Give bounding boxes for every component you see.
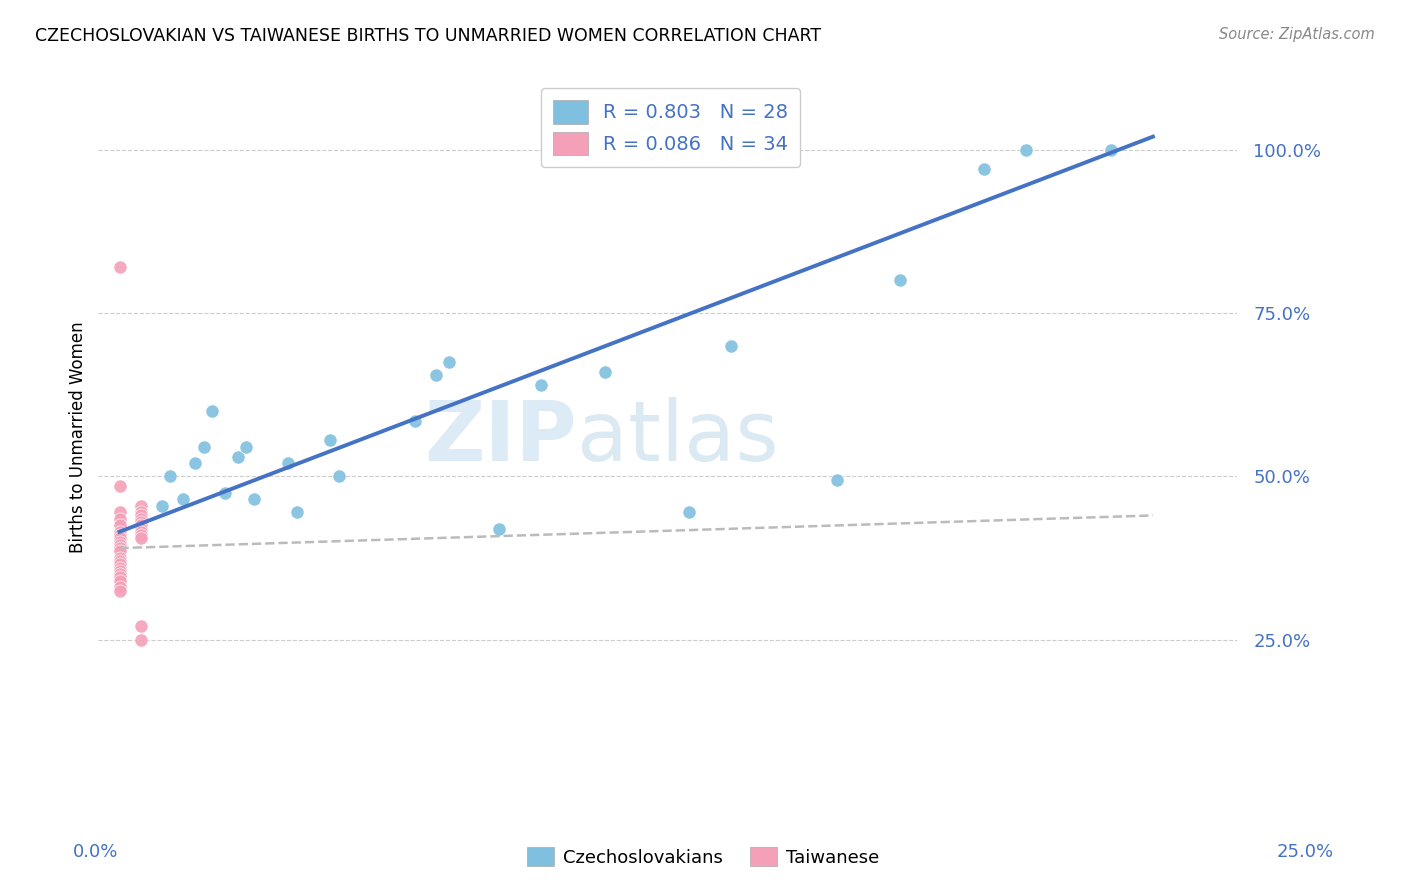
Point: [108, 567, 131, 582]
Point: [108, 583, 131, 598]
Point: [129, 508, 152, 523]
Point: [193, 440, 215, 454]
Point: [720, 339, 742, 353]
Point: [108, 512, 131, 526]
Point: [108, 580, 131, 594]
Point: [172, 492, 194, 507]
Point: [108, 541, 131, 555]
Text: CZECHOSLOVAKIAN VS TAIWANESE BIRTHS TO UNMARRIED WOMEN CORRELATION CHART: CZECHOSLOVAKIAN VS TAIWANESE BIRTHS TO U…: [35, 27, 821, 45]
Point: [129, 515, 152, 529]
Text: Source: ZipAtlas.com: Source: ZipAtlas.com: [1219, 27, 1375, 42]
Point: [129, 512, 152, 526]
Point: [973, 162, 995, 177]
Point: [825, 473, 848, 487]
Point: [150, 499, 173, 513]
Point: [108, 260, 131, 275]
Point: [108, 538, 131, 552]
Point: [108, 574, 131, 588]
Legend: Czechoslovakians, Taiwanese: Czechoslovakians, Taiwanese: [520, 840, 886, 874]
Legend: R = 0.803   N = 28, R = 0.086   N = 34: R = 0.803 N = 28, R = 0.086 N = 34: [541, 88, 800, 167]
Point: [108, 518, 131, 533]
Point: [108, 479, 131, 493]
Point: [243, 492, 266, 507]
Point: [1015, 143, 1038, 157]
Point: [129, 619, 152, 633]
Text: 25.0%: 25.0%: [1277, 843, 1333, 861]
Point: [129, 528, 152, 542]
Point: [129, 505, 152, 519]
Point: [285, 505, 308, 519]
Point: [593, 365, 616, 379]
Point: [889, 273, 911, 287]
Point: [108, 558, 131, 572]
Point: [108, 505, 131, 519]
Point: [129, 524, 152, 539]
Point: [235, 440, 257, 454]
Point: [108, 528, 131, 542]
Point: [319, 434, 342, 448]
Point: [129, 512, 152, 526]
Point: [129, 499, 152, 513]
Point: [404, 414, 426, 428]
Point: [129, 521, 152, 535]
Text: atlas: atlas: [576, 397, 779, 477]
Point: [277, 456, 299, 470]
Point: [108, 560, 131, 574]
Point: [108, 550, 131, 565]
Point: [425, 368, 447, 382]
Point: [201, 404, 224, 418]
Point: [678, 505, 700, 519]
Point: [108, 544, 131, 558]
Point: [108, 564, 131, 578]
Point: [1099, 143, 1122, 157]
Point: [328, 469, 350, 483]
Y-axis label: Births to Unmarried Women: Births to Unmarried Women: [69, 321, 87, 553]
Point: [129, 518, 152, 533]
Point: [184, 456, 207, 470]
Point: [108, 524, 131, 539]
Point: [108, 534, 131, 549]
Point: [108, 570, 131, 584]
Point: [437, 355, 460, 369]
Point: [214, 485, 236, 500]
Point: [108, 554, 131, 568]
Point: [159, 469, 181, 483]
Point: [108, 531, 131, 545]
Point: [226, 450, 249, 464]
Text: ZIP: ZIP: [425, 397, 576, 477]
Point: [129, 632, 152, 647]
Point: [488, 521, 510, 535]
Point: [530, 377, 553, 392]
Text: 0.0%: 0.0%: [73, 843, 118, 861]
Point: [129, 531, 152, 545]
